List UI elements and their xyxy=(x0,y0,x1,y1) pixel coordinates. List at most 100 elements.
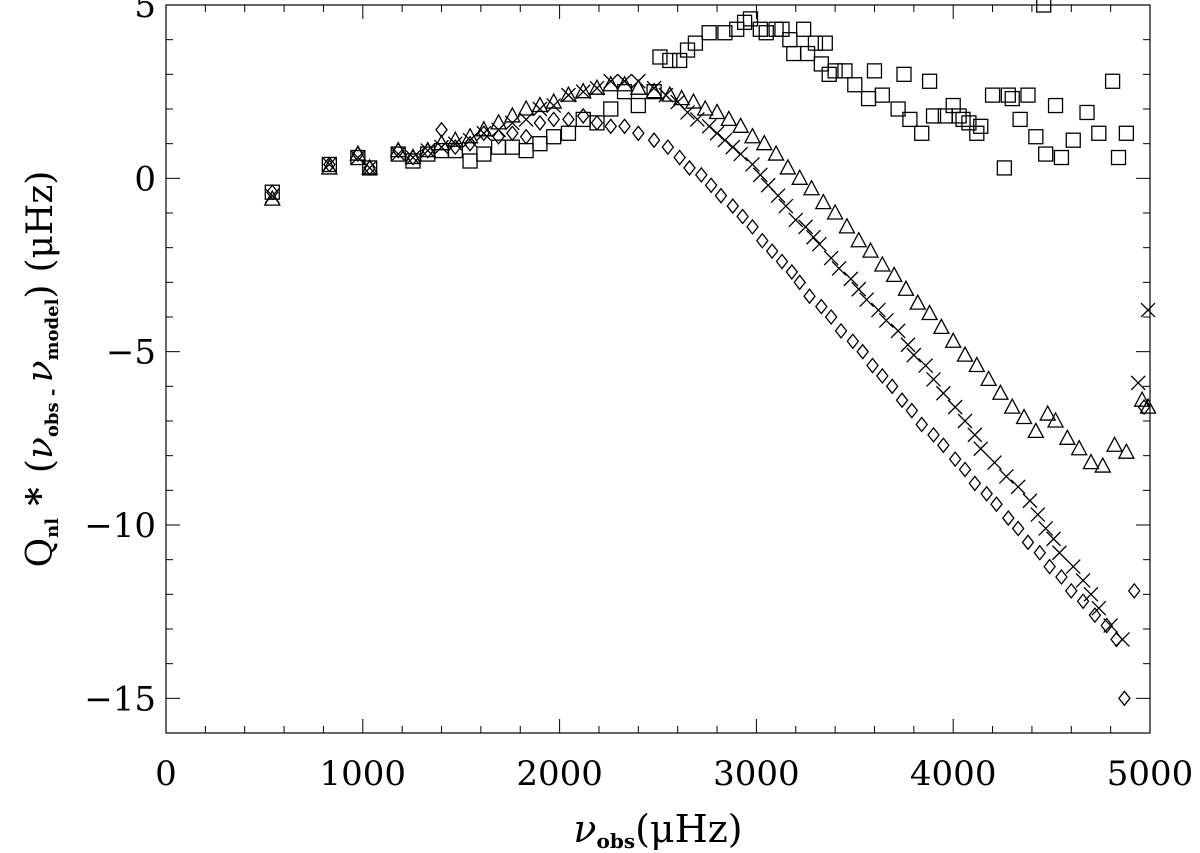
triangle-marker xyxy=(850,231,868,248)
square-marker xyxy=(405,153,421,169)
cross-marker xyxy=(998,469,1014,484)
diamond-marker xyxy=(492,128,505,145)
square-marker xyxy=(687,35,704,51)
cross-marker xyxy=(745,157,760,172)
triangle-marker xyxy=(779,158,797,175)
square-marker xyxy=(860,90,877,107)
cross-marker xyxy=(717,132,733,148)
square-marker xyxy=(518,142,534,159)
square-marker xyxy=(1000,87,1016,103)
cross-marker xyxy=(900,337,916,353)
triangle-marker xyxy=(897,279,915,296)
y-axis-label-q: Q xyxy=(20,538,61,568)
axis-tick-labels: 0 1000 2000 3000 4000 5000 5 0 −5 −10 −15 xyxy=(84,0,1193,794)
diamond-marker xyxy=(323,156,336,173)
cross-marker xyxy=(823,250,839,266)
y-axis-label-nu-model: ν xyxy=(20,360,61,382)
triangle-marker xyxy=(968,356,986,373)
square-marker xyxy=(603,101,619,117)
diamond-marker xyxy=(905,402,919,419)
square-marker xyxy=(1036,0,1052,13)
triangle-marker xyxy=(490,113,508,130)
diamond-marker xyxy=(803,288,816,305)
diamond-marker xyxy=(746,218,759,235)
cross-marker xyxy=(878,313,894,328)
diamond-marker xyxy=(661,139,675,156)
x-tick-label: 2000 xyxy=(516,754,603,794)
square-marker xyxy=(914,125,930,141)
square-marker xyxy=(795,21,812,37)
cross-marker xyxy=(1030,507,1046,523)
triangle-marker xyxy=(708,103,726,120)
cross-marker xyxy=(770,188,786,204)
cross-marker xyxy=(806,229,821,245)
y-axis-label: Qnl*(νobs - νmodel)(μHz) xyxy=(19,171,63,568)
cross-marker xyxy=(851,281,867,297)
square-marker xyxy=(799,45,816,62)
diamond-marker xyxy=(793,274,807,291)
triangle-marker xyxy=(263,189,281,206)
square-marker xyxy=(390,146,406,162)
square-marker xyxy=(984,87,1001,103)
x-axis-label-subscript: obs xyxy=(597,829,636,853)
triangle-marker xyxy=(531,96,549,113)
diamond-marker xyxy=(895,392,909,409)
triangle-marker xyxy=(861,241,880,258)
cross-marker xyxy=(973,441,989,457)
cross-marker xyxy=(798,219,814,235)
triangle-marker xyxy=(767,144,785,161)
square-marker xyxy=(671,52,688,69)
triangle-marker xyxy=(814,193,832,210)
cross-marker xyxy=(935,385,951,401)
diamond-marker xyxy=(533,114,547,131)
triangle-marker xyxy=(838,217,856,234)
square-marker xyxy=(973,118,989,134)
triangle-marker xyxy=(545,92,563,109)
diamond-marker xyxy=(856,343,869,360)
triangle-marker xyxy=(696,99,714,116)
diamond-marker xyxy=(631,125,645,142)
cross-marker xyxy=(575,84,591,100)
triangle-marker xyxy=(559,85,578,102)
triangle-marker xyxy=(629,78,647,95)
square-marker xyxy=(532,136,548,152)
triangle-marker xyxy=(1027,422,1045,439)
x-axis-label: νobs(μHz) xyxy=(573,807,742,853)
square-marker xyxy=(813,56,829,72)
diamond-marker xyxy=(363,159,377,176)
cross-marker xyxy=(1103,618,1119,633)
cross-marker xyxy=(1091,600,1107,616)
square-marker xyxy=(662,52,678,69)
x-tick-label: 3000 xyxy=(713,754,800,794)
cross-marker xyxy=(725,139,741,155)
cross-marker xyxy=(752,167,768,183)
triangle-marker xyxy=(1046,411,1065,428)
diamond-marker xyxy=(463,135,477,152)
square-marker xyxy=(782,32,798,48)
square-marker xyxy=(1047,97,1064,114)
square-marker xyxy=(1053,149,1070,166)
square-marker xyxy=(752,21,768,37)
square-marker xyxy=(1038,146,1054,162)
square-marker xyxy=(546,129,562,145)
triangle-marker xyxy=(1058,428,1076,445)
diamond-marker xyxy=(421,142,435,159)
triangle-marker xyxy=(574,82,592,99)
cross-marker xyxy=(926,371,941,387)
y-tick-label: 5 xyxy=(134,0,156,26)
cross-marker xyxy=(546,98,562,113)
diamond-marker xyxy=(1001,510,1015,527)
y-axis-label-close-paren: ) xyxy=(20,285,61,299)
diamond-marker xyxy=(1055,568,1068,586)
square-marker xyxy=(827,63,843,79)
triangle-marker xyxy=(588,78,606,95)
y-axis-label-open-paren: ( xyxy=(20,459,61,473)
cross-marker xyxy=(701,118,717,134)
cross-marker xyxy=(987,455,1002,471)
triangle-marker xyxy=(1070,439,1088,456)
triangle-marker xyxy=(432,134,451,151)
square-marker xyxy=(807,35,824,51)
y-axis-label-q-subscript: nl xyxy=(42,518,63,538)
diamond-marker xyxy=(435,121,448,138)
cross-marker xyxy=(967,427,983,443)
